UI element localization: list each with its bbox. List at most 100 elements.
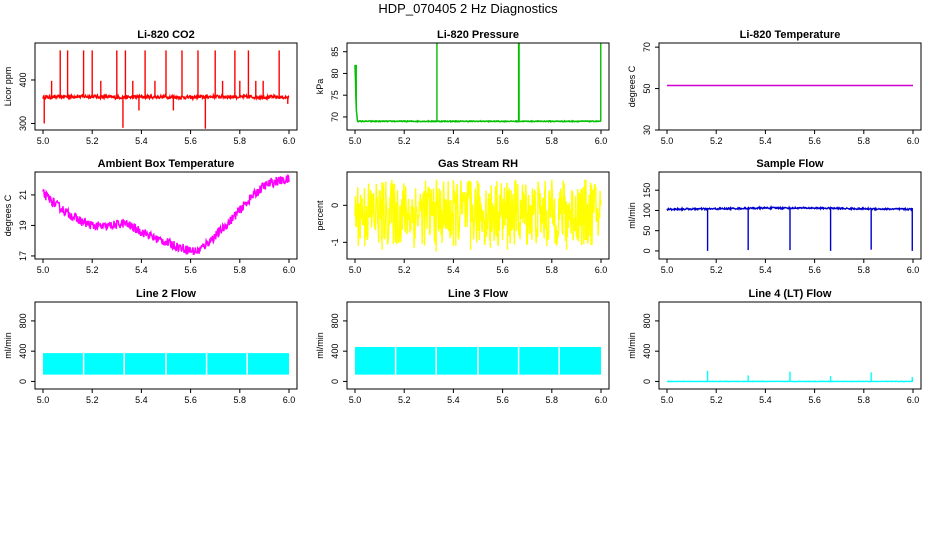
x-tick-label: 6.0 (283, 265, 296, 275)
y-axis-label: Licor ppm (3, 67, 13, 107)
x-tick-label: 5.0 (349, 395, 362, 405)
x-tick-label: 6.0 (283, 136, 296, 146)
x-tick-label: 5.6 (808, 395, 821, 405)
plot-area (42, 50, 290, 129)
y-tick-label: 100 (642, 203, 652, 218)
chart-panel-8: Line 3 Flow ml/min 5.0 5.2 5.4 5.6 5.8 6.0 0 400 8… (315, 288, 610, 405)
x-tick-label: 5.0 (349, 136, 362, 146)
x-tick-label: 5.4 (135, 395, 148, 405)
y-tick-label: 150 (642, 183, 652, 198)
chart-panel-2: Li-820 Pressure kPa 5.0 5.2 5.4 5.6 5.8 6.0 70 75… (315, 29, 610, 146)
x-tick-label: 6.0 (907, 395, 920, 405)
y-tick-label: 0 (642, 379, 652, 384)
x-tick-label: 5.2 (86, 136, 99, 146)
y-tick-label: 17 (18, 251, 28, 261)
x-tick-label: 5.0 (37, 136, 50, 146)
x-tick-label: 6.0 (283, 395, 296, 405)
chart-title: Ambient Box Temperature (98, 158, 235, 170)
plot-frame (658, 42, 922, 131)
plot-frame (658, 171, 922, 260)
y-tick-label: 50 (642, 84, 652, 94)
x-tick-label: 5.4 (447, 395, 460, 405)
x-tick-label: 5.0 (661, 136, 674, 146)
y-axis-label: ml/min (3, 332, 13, 359)
plot-frame (34, 301, 298, 390)
y-tick-label: 50 (642, 226, 652, 236)
x-tick-label: 6.0 (595, 395, 608, 405)
x-tick-label: 5.4 (447, 265, 460, 275)
y-tick-label: 400 (330, 344, 340, 359)
x-tick-label: 5.8 (858, 395, 871, 405)
plot-frame (34, 171, 298, 260)
y-tick-label: -1 (330, 238, 340, 246)
y-tick-label: 85 (330, 47, 340, 57)
x-tick-label: 5.0 (37, 265, 50, 275)
x-tick-label: 5.8 (858, 136, 871, 146)
y-tick-label: 19 (18, 220, 28, 230)
y-tick-label: 400 (18, 72, 28, 87)
chart-title: Sample Flow (756, 158, 824, 170)
plot-area (43, 302, 289, 389)
chart-panel-5: Gas Stream RH percent 5.0 5.2 5.4 5.6 5.8 6.0 -1… (315, 158, 610, 275)
x-tick-label: 5.2 (86, 265, 99, 275)
y-tick-label: 400 (642, 344, 652, 359)
plot-area (354, 43, 602, 124)
y-axis-label: ml/min (627, 332, 637, 359)
x-tick-label: 5.6 (184, 395, 197, 405)
y-tick-label: 0 (330, 203, 340, 208)
x-tick-label: 5.8 (234, 136, 247, 146)
y-tick-label: 70 (330, 112, 340, 122)
x-tick-label: 6.0 (907, 265, 920, 275)
x-tick-label: 5.4 (447, 136, 460, 146)
y-axis-label: degrees C (627, 65, 637, 107)
chart-panel-4: Ambient Box Temperature degrees C 5.0 5.2 5.… (3, 158, 298, 275)
plot-area (667, 370, 914, 383)
chart-title: Gas Stream RH (438, 158, 518, 170)
plot-frame (658, 301, 922, 390)
chart-title: Li-820 Temperature (740, 29, 841, 41)
plot-area (354, 179, 602, 252)
y-tick-label: 0 (330, 379, 340, 384)
chart-panel-7: Line 2 Flow ml/min 5.0 5.2 5.4 5.6 5.8 6.0 0 400 8… (3, 288, 298, 405)
x-tick-label: 5.0 (661, 265, 674, 275)
y-axis-label: kPa (315, 79, 325, 95)
x-tick-label: 5.4 (759, 265, 772, 275)
plot-area (355, 302, 601, 389)
plot-frame (34, 42, 298, 131)
x-tick-label: 5.6 (808, 265, 821, 275)
y-tick-label: 0 (18, 379, 28, 384)
x-tick-label: 5.2 (398, 136, 411, 146)
x-tick-label: 5.8 (546, 136, 559, 146)
x-tick-label: 6.0 (595, 265, 608, 275)
x-tick-label: 6.0 (907, 136, 920, 146)
x-tick-label: 5.6 (184, 265, 197, 275)
x-tick-label: 5.6 (496, 395, 509, 405)
x-tick-label: 5.0 (37, 395, 50, 405)
y-tick-label: 800 (330, 313, 340, 328)
y-tick-label: 70 (642, 42, 652, 52)
plot-frame (346, 171, 610, 260)
x-tick-label: 5.2 (710, 265, 723, 275)
x-tick-label: 5.8 (234, 395, 247, 405)
y-axis-label: ml/min (315, 332, 325, 359)
series-line (354, 64, 602, 124)
y-tick-label: 800 (18, 313, 28, 328)
x-tick-label: 5.6 (496, 136, 509, 146)
x-tick-label: 5.6 (496, 265, 509, 275)
y-tick-label: 21 (18, 190, 28, 200)
chart-title: Li-820 Pressure (437, 29, 519, 41)
x-tick-label: 6.0 (595, 136, 608, 146)
chart-panel-3: Li-820 Temperature degrees C 5.0 5.2 5.4 5.6 5… (627, 29, 922, 146)
x-tick-label: 5.8 (234, 265, 247, 275)
chart-panel-9: Line 4 (LT) Flow ml/min 5.0 5.2 5.4 5.6 5.8 6.0… (627, 288, 922, 405)
x-tick-label: 5.2 (86, 395, 99, 405)
x-tick-label: 5.2 (710, 136, 723, 146)
plot-area (666, 204, 914, 251)
x-tick-label: 5.8 (858, 265, 871, 275)
y-tick-label: 30 (642, 125, 652, 135)
x-tick-label: 5.6 (808, 136, 821, 146)
x-tick-label: 5.4 (135, 136, 148, 146)
y-axis-label: degrees C (3, 194, 13, 236)
plot-frame (346, 301, 610, 390)
